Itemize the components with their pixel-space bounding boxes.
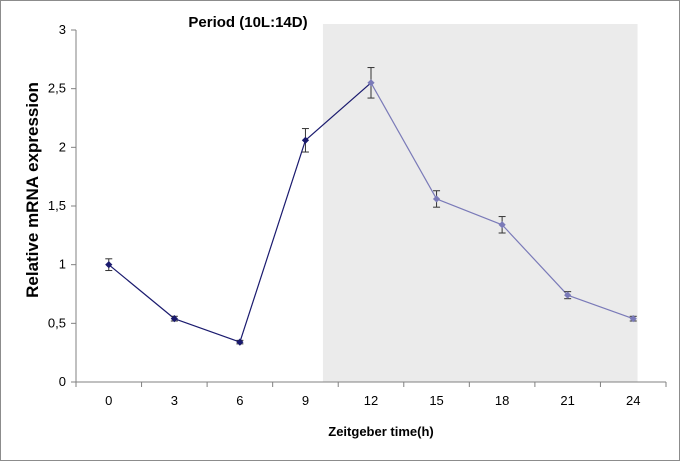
y-tick-label: 0,5 <box>48 315 66 330</box>
series-line-segment <box>370 82 438 200</box>
series-line-segment <box>436 198 503 226</box>
series-line-segment <box>501 224 569 296</box>
y-tick-label: 1 <box>59 257 66 272</box>
y-axis-label: Relative mRNA expression <box>23 82 42 298</box>
x-tick-label: 15 <box>429 393 443 408</box>
y-tick-label: 1,5 <box>48 198 66 213</box>
data-marker <box>367 79 375 87</box>
chart-title: Period (10L:14D) <box>188 14 307 31</box>
data-point <box>236 338 244 346</box>
data-marker <box>236 338 244 346</box>
y-tick-label: 3 <box>59 22 66 37</box>
x-tick-label: 3 <box>171 393 178 408</box>
series-line-segment <box>174 318 241 343</box>
data-marker <box>105 261 113 269</box>
x-tick-label: 18 <box>495 393 509 408</box>
y-tick-label: 2,5 <box>48 81 66 96</box>
data-point <box>367 67 375 99</box>
y-tick-label: 2 <box>59 139 66 154</box>
data-point <box>432 190 441 208</box>
data-marker <box>301 136 310 144</box>
x-axis-label: Zeitgeber time(h) <box>328 424 433 439</box>
data-point <box>498 216 506 234</box>
x-tick-label: 0 <box>105 393 112 408</box>
series-line-segment <box>567 294 634 320</box>
x-tick-label: 21 <box>560 393 574 408</box>
data-marker <box>498 221 506 229</box>
x-tick-label: 9 <box>302 393 309 408</box>
data-point <box>564 291 572 300</box>
x-tick-label: 6 <box>236 393 243 408</box>
y-tick-label: 0 <box>59 374 66 389</box>
series-line-segment <box>108 264 175 320</box>
series-line-segment <box>239 140 307 343</box>
data-point <box>629 315 637 323</box>
dark-phase-shading <box>322 24 638 382</box>
data-marker <box>629 315 637 323</box>
x-tick-label: 12 <box>364 393 378 408</box>
data-point <box>105 258 113 272</box>
series-line-segment <box>305 82 372 141</box>
data-marker <box>432 195 441 203</box>
x-tick-label: 24 <box>626 393 640 408</box>
data-marker <box>564 291 572 299</box>
data-marker <box>170 315 178 323</box>
data-point <box>301 128 310 153</box>
data-point <box>170 315 178 323</box>
